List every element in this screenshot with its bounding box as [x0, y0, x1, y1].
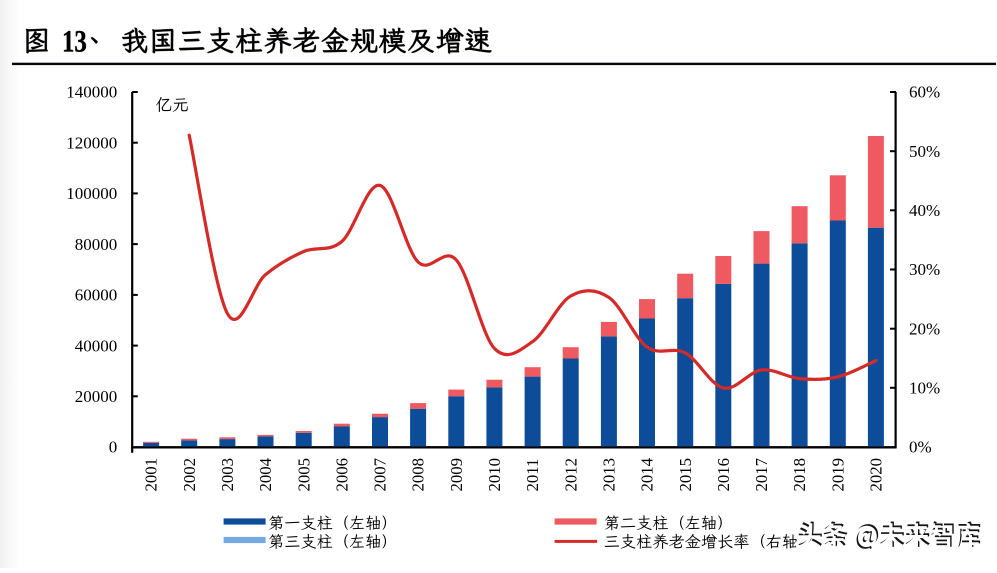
svg-text:2019: 2019: [828, 458, 847, 492]
svg-text:140000: 140000: [66, 83, 117, 102]
svg-text:60000: 60000: [75, 286, 118, 305]
svg-text:0: 0: [109, 438, 118, 457]
svg-text:2010: 2010: [485, 458, 504, 492]
svg-text:20000: 20000: [75, 387, 118, 406]
svg-text:2014: 2014: [638, 457, 657, 491]
svg-text:2017: 2017: [752, 458, 771, 492]
svg-text:30%: 30%: [909, 260, 940, 279]
svg-text:2002: 2002: [180, 458, 199, 492]
svg-text:2005: 2005: [294, 458, 313, 492]
svg-text:80000: 80000: [75, 235, 118, 254]
svg-text:2020: 2020: [867, 458, 886, 492]
svg-text:10%: 10%: [909, 379, 940, 398]
svg-text:2008: 2008: [409, 458, 428, 492]
svg-text:2006: 2006: [332, 458, 351, 492]
svg-text:2018: 2018: [790, 458, 809, 492]
svg-text:2009: 2009: [447, 458, 466, 492]
svg-text:2007: 2007: [371, 458, 390, 492]
svg-text:20%: 20%: [909, 319, 940, 338]
svg-text:40%: 40%: [909, 201, 940, 220]
svg-text:2015: 2015: [676, 458, 695, 492]
svg-text:2003: 2003: [218, 458, 237, 492]
svg-text:2012: 2012: [561, 458, 580, 492]
svg-text:2004: 2004: [256, 457, 275, 491]
svg-text:2001: 2001: [142, 458, 161, 492]
svg-text:120000: 120000: [66, 133, 117, 152]
svg-text:2011: 2011: [523, 459, 542, 492]
svg-text:100000: 100000: [66, 184, 117, 203]
svg-text:60%: 60%: [909, 83, 940, 102]
svg-text:2013: 2013: [600, 458, 619, 492]
svg-text:50%: 50%: [909, 142, 940, 161]
svg-text:2016: 2016: [714, 458, 733, 492]
svg-text:40000: 40000: [75, 336, 118, 355]
svg-text:0%: 0%: [909, 438, 932, 457]
